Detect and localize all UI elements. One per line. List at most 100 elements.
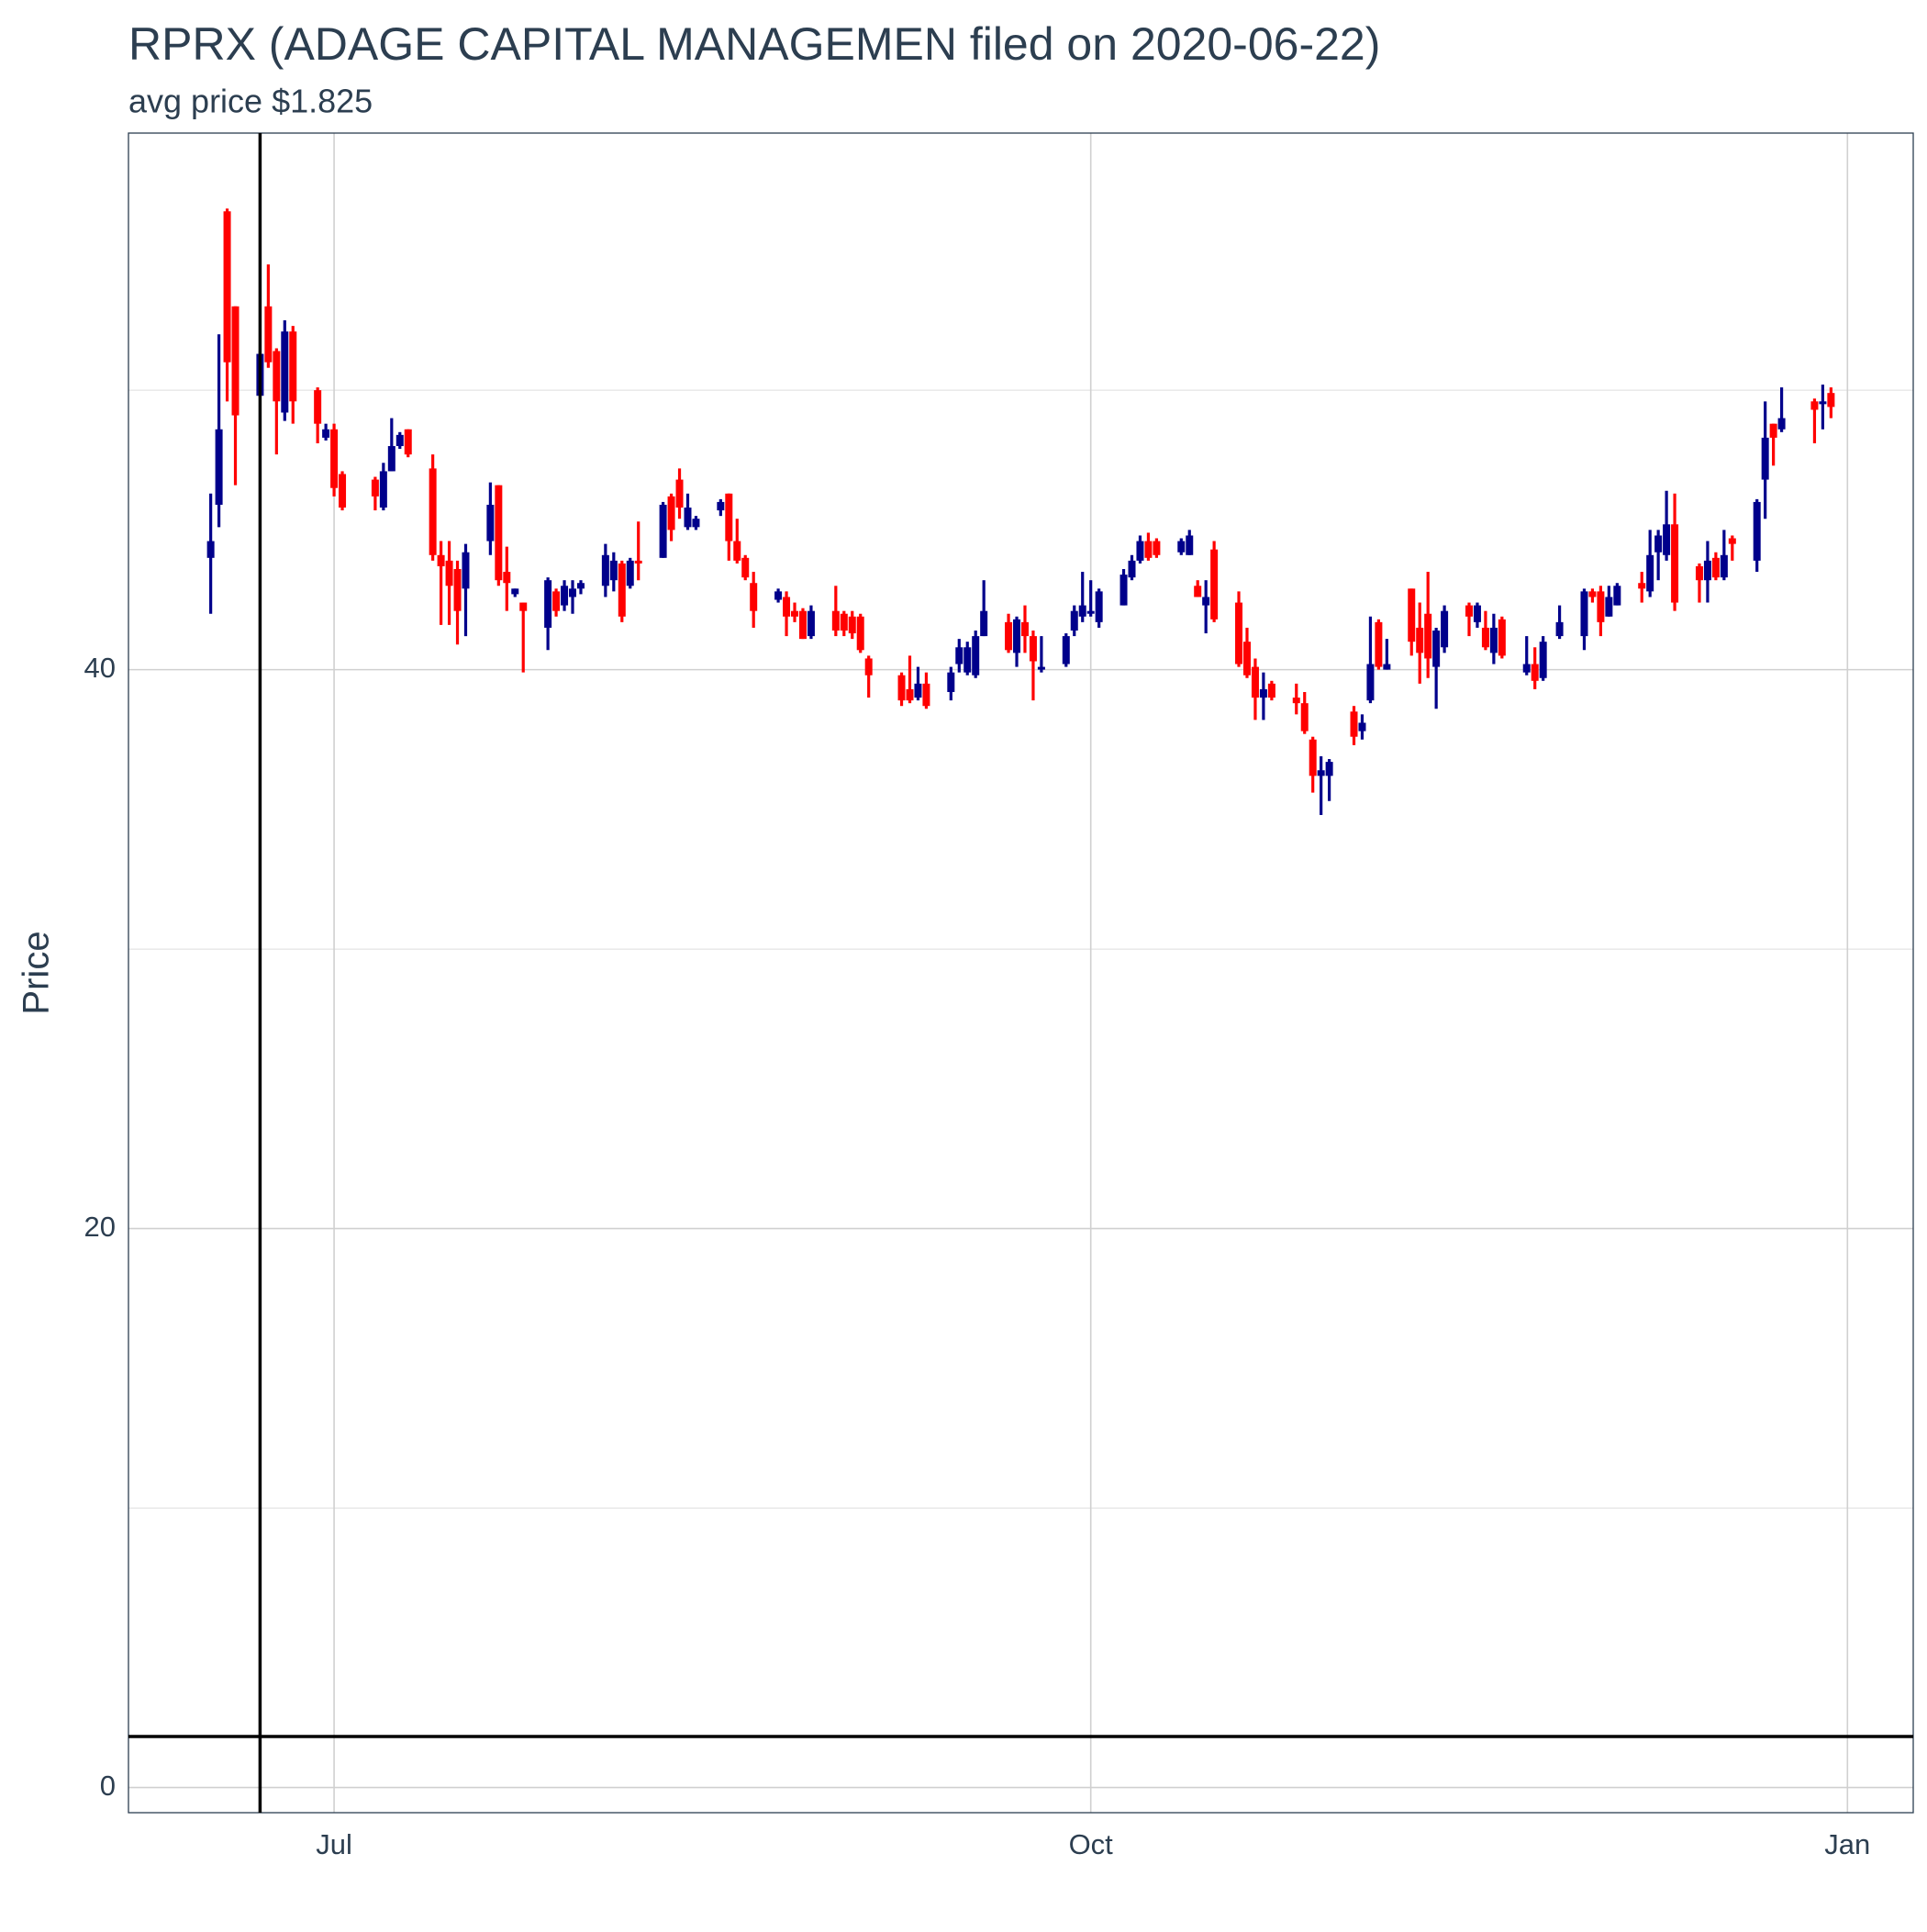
candle-body — [1522, 664, 1531, 673]
candle-body — [273, 351, 281, 402]
candle-body — [503, 572, 511, 584]
candle-body — [495, 485, 503, 581]
candle-body — [1251, 666, 1259, 698]
candle-body — [1177, 541, 1186, 553]
candle-body — [1078, 605, 1086, 617]
candle-body — [1062, 636, 1070, 664]
candle-body — [955, 647, 964, 664]
candle-body — [1777, 418, 1786, 430]
candle-body — [1481, 627, 1489, 648]
candle-body — [1703, 560, 1711, 581]
candle-body — [1358, 722, 1366, 731]
candle-body — [561, 586, 569, 606]
candle-body — [1259, 688, 1267, 698]
candle-body — [609, 560, 618, 581]
candle-body — [429, 468, 437, 555]
candle-body — [1465, 605, 1473, 617]
candle-body — [264, 306, 273, 363]
candle-body — [1473, 605, 1481, 622]
candle-body — [1720, 554, 1728, 578]
candle-body — [626, 560, 634, 586]
candle-body — [1728, 538, 1736, 544]
candle-body — [1588, 591, 1597, 597]
candle-body — [922, 683, 930, 707]
candle-body — [289, 331, 297, 402]
candle-body — [864, 658, 873, 676]
candle-body — [1013, 619, 1021, 653]
candle-body — [1539, 642, 1547, 678]
candle-body — [914, 683, 922, 698]
candle-body — [1819, 401, 1827, 405]
candle-body — [1194, 586, 1202, 597]
candle-body — [404, 429, 412, 455]
candle-body — [1235, 602, 1243, 664]
candle-body — [379, 471, 387, 508]
candle-body — [339, 474, 347, 508]
candle-body — [223, 211, 231, 363]
candle-body — [667, 496, 675, 530]
chart-title: RPRX (ADAGE CAPITAL MANAGEMEN filed on 2… — [128, 18, 1380, 70]
candle-body — [906, 688, 914, 701]
candle-body — [601, 554, 609, 586]
candle-body — [1309, 739, 1317, 776]
candle-body — [1753, 501, 1761, 561]
candle-body — [1070, 610, 1078, 631]
candle-body — [486, 504, 495, 542]
candle-body — [1267, 683, 1275, 698]
candle-body — [659, 504, 667, 558]
x-tick-label: Jan — [1824, 1828, 1870, 1860]
candle-body — [1128, 560, 1136, 578]
y-tick-label: 0 — [100, 1770, 116, 1802]
candle-body — [1029, 636, 1037, 662]
candle-body — [544, 580, 552, 628]
candle-body — [733, 541, 741, 561]
candle-body — [1769, 423, 1777, 438]
candle-body — [462, 552, 470, 589]
candle-body — [1325, 762, 1333, 776]
candle-body — [1020, 621, 1029, 637]
candle-body — [1186, 535, 1194, 555]
candle-body — [783, 597, 791, 617]
candle-body — [1580, 591, 1588, 637]
candle-body — [897, 675, 906, 701]
candle-body — [1408, 588, 1416, 642]
candle-body — [1671, 524, 1679, 603]
candle-body — [684, 508, 692, 528]
candle-body — [807, 610, 815, 637]
candle-body — [1086, 610, 1095, 614]
candle-body — [1695, 565, 1703, 581]
candle-body — [1292, 698, 1300, 704]
candle-body — [1654, 535, 1663, 553]
candle-body — [1638, 583, 1646, 589]
candle-body — [972, 636, 980, 676]
candle-body — [445, 560, 453, 586]
candle-body — [1317, 770, 1325, 776]
candle-body — [1144, 541, 1153, 558]
candle-body — [1242, 642, 1251, 676]
candle-body — [330, 429, 339, 488]
candle-body — [1441, 610, 1449, 648]
candle-body — [774, 591, 783, 600]
candle-body — [1424, 613, 1432, 659]
candle-body — [1711, 557, 1720, 578]
candle-body — [725, 493, 733, 542]
candle-body — [1366, 664, 1375, 701]
candle-body — [1119, 575, 1128, 606]
candle-body — [371, 479, 379, 497]
candle-body — [1810, 401, 1819, 410]
candle-body — [1432, 630, 1441, 667]
candle-body — [1489, 627, 1498, 653]
candle-body — [387, 446, 395, 472]
candle-body — [840, 613, 848, 631]
candle-body — [206, 541, 215, 558]
y-tick-label: 20 — [84, 1211, 116, 1243]
candle-body — [395, 434, 404, 447]
candle-body — [675, 479, 684, 508]
candle-body — [1555, 621, 1564, 637]
candle-body — [1136, 541, 1144, 561]
candle-body — [634, 560, 642, 564]
candle-body — [848, 616, 856, 634]
candle-body — [618, 563, 626, 617]
candle-body — [1095, 591, 1103, 622]
